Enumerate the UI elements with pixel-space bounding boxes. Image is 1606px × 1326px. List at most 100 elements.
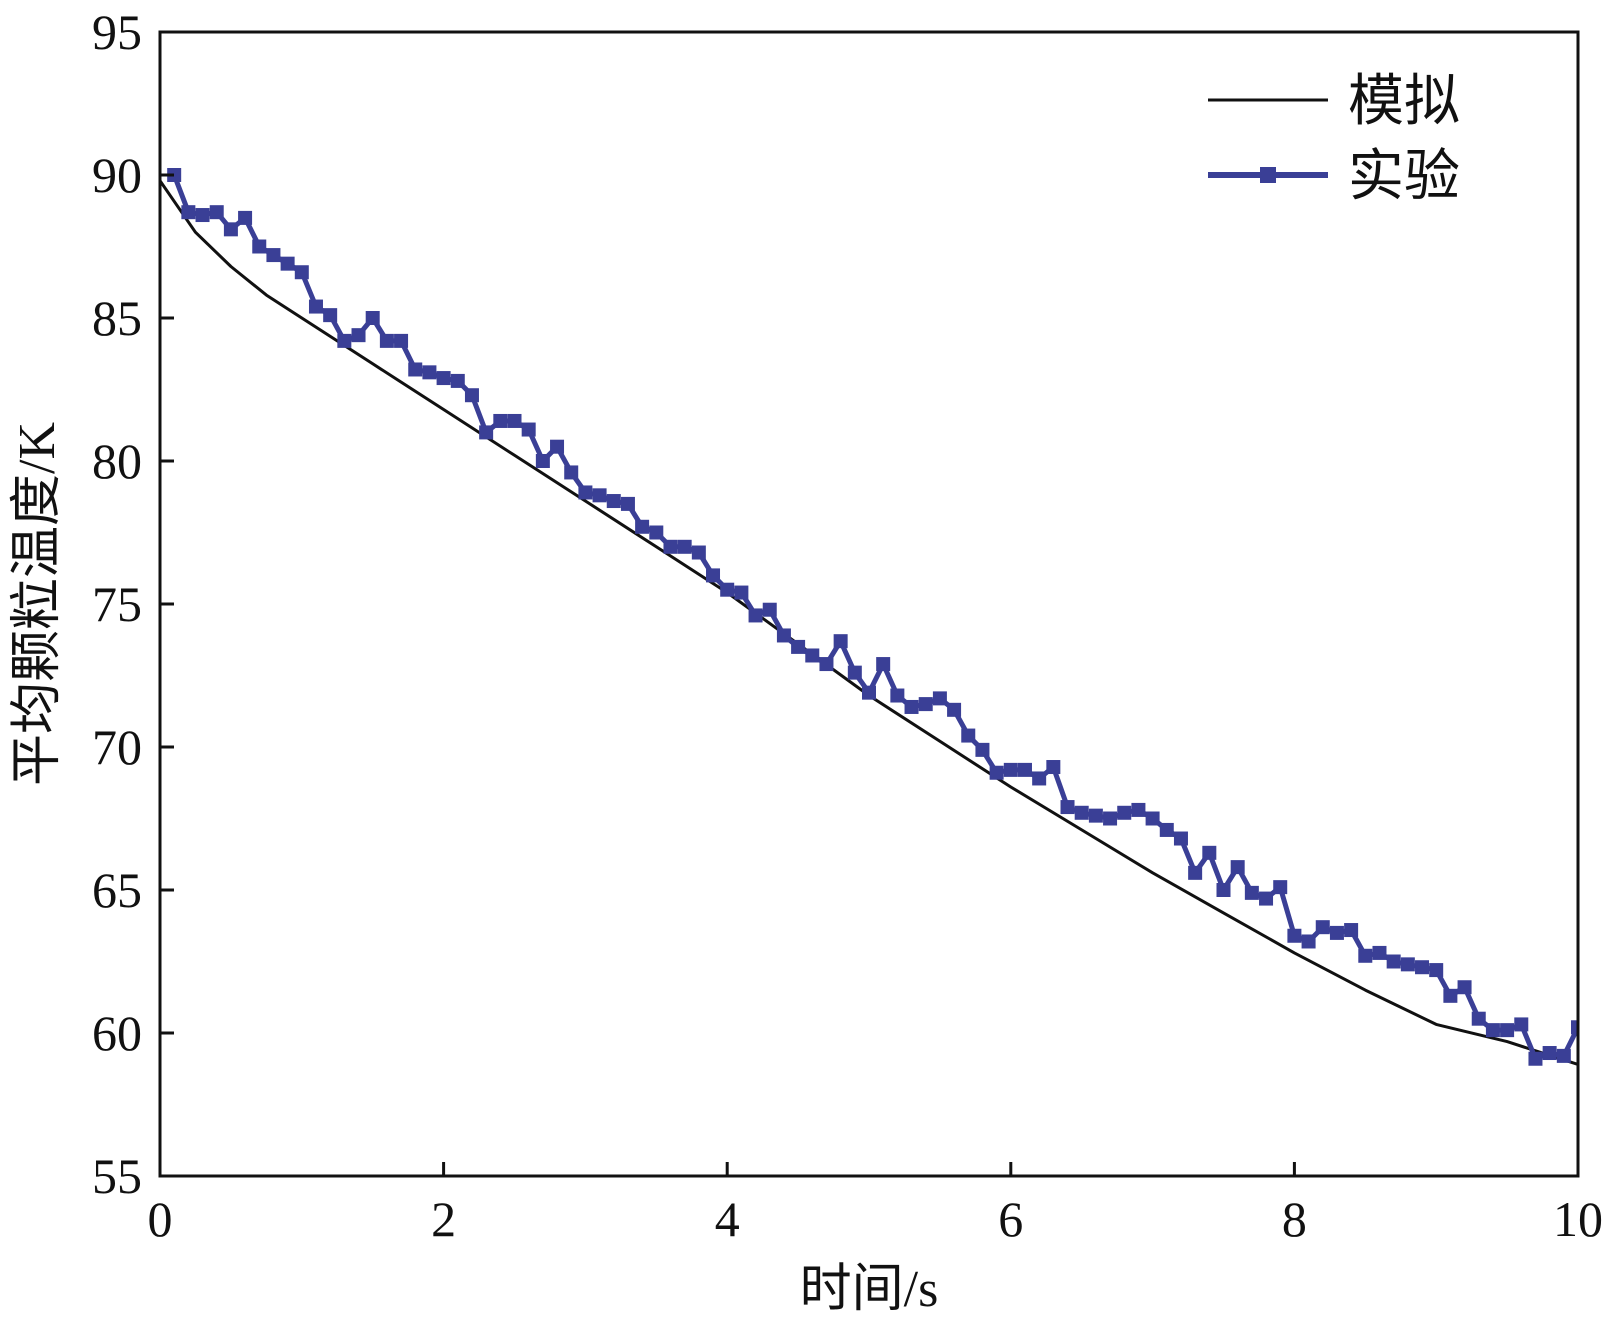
data-point [464, 388, 479, 403]
data-point [1329, 925, 1344, 940]
data-point [776, 628, 791, 643]
data-point [904, 699, 919, 714]
data-point [351, 328, 366, 343]
data-point [805, 648, 820, 663]
data-point [167, 168, 182, 182]
data-point [1060, 800, 1075, 815]
data-point [1188, 865, 1203, 880]
data-point [1315, 920, 1330, 935]
x-tick-label: 6 [998, 1191, 1023, 1247]
x-axis: 0 2 4 6 8 10 [148, 1162, 1603, 1247]
x-tick-label: 0 [148, 1191, 173, 1247]
data-point [365, 311, 380, 325]
data-point [890, 688, 905, 703]
data-point [1145, 811, 1160, 826]
data-point [1301, 934, 1316, 949]
legend-label: 实验 [1348, 146, 1460, 208]
y-tick-label: 85 [92, 290, 142, 346]
data-point [535, 454, 550, 468]
data-point [578, 485, 593, 500]
data-point [238, 210, 253, 225]
data-point [1500, 1023, 1515, 1038]
data-point [1003, 762, 1018, 777]
data-point [691, 545, 706, 560]
y-tick-label: 60 [92, 1005, 142, 1061]
data-point [507, 413, 522, 428]
data-point [337, 333, 352, 348]
series-2 [167, 168, 1578, 1066]
data-point [1429, 963, 1444, 978]
data-point [791, 639, 806, 654]
y-tick-label: 75 [92, 576, 142, 632]
y-tick-label: 80 [92, 433, 142, 489]
data-point [1032, 771, 1047, 786]
data-point [181, 205, 196, 220]
data-point [1244, 885, 1259, 900]
data-point [1386, 954, 1401, 969]
data-point [1471, 1011, 1486, 1026]
x-axis-title: 时间/s [800, 1261, 939, 1318]
data-point [762, 602, 777, 617]
x-tick-label: 10 [1553, 1191, 1603, 1247]
x-tick-label: 2 [431, 1191, 456, 1247]
data-point [932, 691, 947, 706]
data-point [1372, 945, 1387, 960]
series-line [171, 174, 1578, 1062]
data-point [1556, 1048, 1571, 1063]
data-point [620, 496, 635, 511]
data-point [1230, 860, 1245, 875]
legend-marker [1260, 167, 1276, 183]
data-point [748, 608, 763, 623]
x-tick-label: 8 [1282, 1191, 1307, 1247]
data-point [1443, 988, 1458, 1003]
data-point [1017, 762, 1032, 777]
data-point [1287, 928, 1302, 943]
data-point [1173, 831, 1188, 846]
data-point [252, 239, 267, 254]
data-point [833, 634, 848, 649]
data-point [550, 439, 565, 454]
data-point [521, 422, 536, 437]
data-point [422, 365, 437, 380]
data-point [209, 205, 224, 220]
y-tick-label: 70 [92, 719, 142, 775]
data-point [1344, 923, 1359, 938]
data-point [862, 685, 876, 700]
data-point [394, 333, 409, 348]
data-point [635, 519, 650, 534]
legend-label: 模拟 [1348, 71, 1460, 133]
data-point [1457, 980, 1472, 995]
data-point [706, 568, 721, 583]
y-tick-label: 55 [92, 1148, 142, 1204]
data-point [1415, 960, 1430, 975]
data-point [1273, 880, 1288, 895]
data-point [1159, 822, 1174, 837]
data-point [606, 494, 621, 509]
data-point [1400, 957, 1415, 972]
data-point [493, 413, 508, 428]
y-tick-label: 90 [92, 147, 142, 203]
data-point [1131, 802, 1146, 817]
data-point [720, 582, 735, 597]
data-point [989, 765, 1004, 780]
data-point [819, 657, 834, 672]
data-point [592, 488, 607, 503]
data-point [1514, 1017, 1529, 1032]
data-point [408, 362, 423, 377]
data-point [961, 728, 976, 743]
data-point [1571, 1020, 1578, 1035]
data-point [323, 308, 338, 323]
data-point [379, 333, 394, 348]
data-point [266, 248, 281, 263]
data-point [876, 657, 891, 672]
data-point [663, 539, 678, 554]
data-point [734, 585, 749, 600]
y-tick-label: 95 [92, 4, 142, 60]
data-point [436, 371, 451, 386]
data-point [1216, 883, 1231, 897]
data-point [1074, 805, 1089, 820]
data-point [847, 665, 862, 680]
